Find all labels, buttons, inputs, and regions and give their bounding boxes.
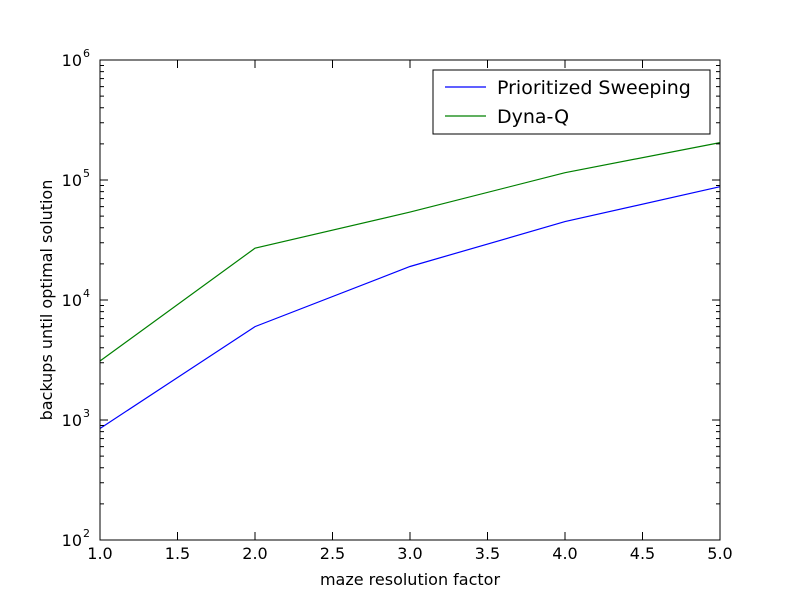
legend-box [432, 69, 711, 135]
x-tick-label: 3.0 [397, 544, 422, 563]
y-tick-label: 10 2 [62, 527, 90, 550]
legend-label-1: Prioritized Sweeping [497, 77, 691, 99]
legend-label-2: Dyna-Q [497, 106, 569, 128]
x-tick-label: 5.0 [707, 544, 732, 563]
x-tick-label: 1.5 [165, 544, 190, 563]
x-tick-label: 4.0 [552, 544, 577, 563]
y-tick-label: 10 5 [62, 167, 90, 190]
series-line-1 [99, 186, 721, 430]
y-tick-exponent: 4 [83, 287, 90, 300]
y-tick-exponent: 5 [83, 167, 90, 180]
x-tick-label: 2.0 [242, 544, 267, 563]
legend: Prioritized Sweeping Dyna-Q [432, 69, 711, 135]
y-tick-exponent: 3 [83, 407, 90, 420]
y-tick-base: 10 [62, 51, 82, 70]
y-tick-label: 10 3 [62, 407, 90, 430]
x-tick-label: 2.5 [320, 544, 345, 563]
x-axis-label: maze resolution factor [320, 570, 501, 589]
y-tick-base: 10 [62, 411, 82, 430]
x-tick-label: 1.0 [87, 544, 112, 563]
y-tick-label: 10 4 [62, 287, 90, 310]
tick-layer: 1.0 1.5 2.0 2.5 3.0 3.5 4.0 4.5 5.010 210 310 410 51… [62, 47, 733, 563]
x-tick-label: 4.5 [630, 544, 655, 563]
y-tick-base: 10 [62, 171, 82, 190]
series-layer [99, 142, 721, 430]
y-tick-base: 10 [62, 291, 82, 310]
y-tick-base: 10 [62, 531, 82, 550]
y-tick-label: 10 6 [62, 47, 90, 70]
y-axis-label: backups until optimal solution [37, 180, 56, 421]
series-line-2 [99, 142, 721, 362]
y-tick-exponent: 6 [83, 47, 90, 60]
y-tick-exponent: 2 [83, 527, 90, 540]
x-tick-label: 3.5 [475, 544, 500, 563]
